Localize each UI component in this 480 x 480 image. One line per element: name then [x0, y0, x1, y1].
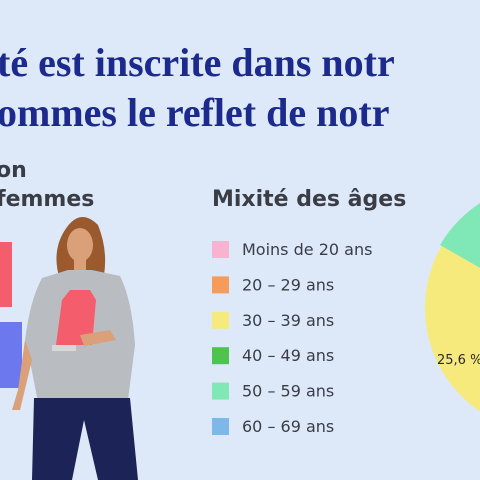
- legend-label: 50 – 59 ans: [242, 382, 334, 401]
- legend-label: Moins de 20 ans: [242, 240, 372, 259]
- section-title: on: [0, 158, 27, 183]
- bar: [0, 322, 22, 388]
- legend-swatch: [212, 382, 229, 400]
- legend-label: 20 – 29 ans: [242, 275, 334, 294]
- illustration: [12, 217, 138, 480]
- pie-slice: [440, 203, 480, 268]
- legend-swatch: [212, 276, 229, 294]
- section-title: femmes: [0, 187, 94, 212]
- legend-label: 60 – 69 ans: [242, 417, 334, 436]
- legend-label: 30 – 39 ans: [242, 311, 334, 330]
- legend-swatch: [212, 311, 229, 329]
- pie: [425, 203, 480, 412]
- legend-swatch: [212, 418, 229, 435]
- legend-swatch: [212, 347, 229, 365]
- section-title: Mixité des âges: [212, 187, 406, 212]
- title-line: ommes le reflet de notr: [0, 90, 389, 135]
- bar: [0, 242, 12, 307]
- pie-label: 25,6 %: [437, 353, 480, 368]
- legend-swatch: [212, 241, 229, 258]
- legend-label: 40 – 49 ans: [242, 346, 334, 365]
- legend: Moins de 20 ans 20 – 29 ans 30 – 39 ans 40 …: [212, 240, 372, 436]
- title-line: té est inscrite dans notr: [0, 40, 395, 85]
